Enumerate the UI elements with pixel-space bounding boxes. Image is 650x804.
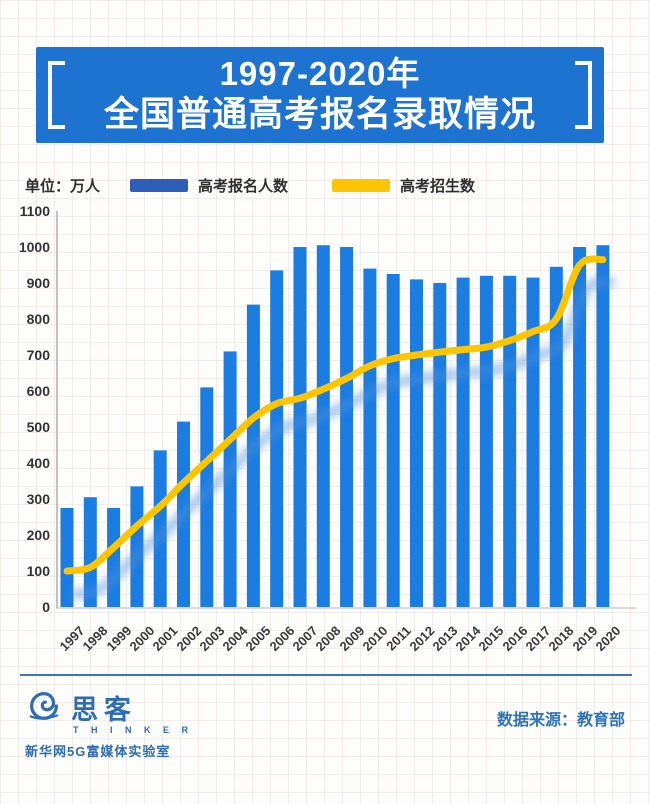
footer: 思客 T H I N K E R 新华网5G富媒体实验室 数据来源：教育部: [25, 686, 625, 760]
plot-area: [56, 211, 636, 609]
admissions-line: [63, 255, 607, 575]
bar-2009: [340, 247, 354, 607]
infographic-page: 1997-2020年 全国普通高考报名录取情况 单位：万人 高考报名人数 高考招…: [0, 47, 650, 760]
y-axis-tick-1100: 1100: [19, 203, 50, 219]
bar-2013: [433, 283, 447, 607]
y-axis-tick-300: 300: [26, 491, 50, 507]
x-axis-label-2011: 2011: [383, 623, 414, 654]
logo-organization: 新华网5G富媒体实验室: [25, 744, 171, 759]
y-axis-tick-100: 100: [26, 563, 50, 579]
legend-swatch-registrations: [130, 178, 189, 192]
bar-2008: [316, 245, 330, 607]
y-axis-tick-0: 0: [42, 599, 50, 615]
x-axis: 1997 1998 1999 2000 2001 2002 2003 2004 2005 2006…: [57, 615, 636, 661]
y-axis-tick-800: 800: [26, 311, 50, 327]
bar-2020: [596, 245, 610, 607]
bar-2000: [130, 486, 144, 607]
bar-1999: [107, 508, 121, 607]
x-axis-label-2008: 2008: [312, 623, 344, 655]
bar-2011: [386, 274, 400, 607]
x-axis-label-1998: 1998: [79, 623, 111, 655]
page-title: 1997-2020年 全国普通高考报名录取情况: [65, 55, 575, 135]
x-axis-label-2001: 2001: [149, 623, 181, 655]
logo-subtitle: T H I N K E R: [73, 725, 194, 735]
logo-name: 思客: [71, 695, 137, 725]
bar-2010: [363, 268, 377, 607]
y-axis-tick-1000: 1000: [18, 239, 50, 255]
y-axis-tick-700: 700: [26, 347, 50, 363]
bar-1998: [83, 497, 97, 607]
y-axis-tick-900: 900: [26, 275, 50, 291]
chart-legend: 单位：万人 高考报名人数 高考招生数: [25, 176, 650, 195]
bar-2012: [410, 279, 423, 607]
swirl-logo-icon: [29, 691, 59, 720]
legend-label-registrations: 高考报名人数: [198, 177, 289, 195]
line-shadow: [70, 277, 616, 599]
footer-divider: [20, 674, 632, 676]
left-bracket-decoration: [48, 61, 65, 129]
title-years: 1997-2020年: [219, 54, 421, 92]
bar-2015: [479, 275, 493, 607]
bar-2014: [456, 277, 470, 607]
data-source-label: 数据来源：教育部: [496, 712, 625, 729]
bar-2006: [270, 270, 284, 607]
bar-2001: [153, 450, 167, 607]
bar-2004: [223, 351, 237, 607]
thinker-logo: 思客 T H I N K E R 新华网5G富媒体实验室: [25, 686, 193, 760]
y-axis-tick-200: 200: [26, 527, 50, 543]
x-axis-label-2018: 2018: [545, 623, 577, 655]
legend-swatch-admissions: [332, 178, 391, 192]
y-axis-tick-400: 400: [26, 455, 50, 471]
title-subject: 全国普通高考报名录取情况: [103, 94, 536, 134]
y-axis-tick-600: 600: [26, 383, 50, 399]
chart-area: 0 100 200 300 400 500 600 700 800 900 1000 1100 199…: [0, 203, 650, 661]
unit-label: 单位：万人: [25, 177, 101, 195]
bars-and-line-chart: [60, 245, 616, 607]
bar-2005: [246, 304, 260, 607]
bar-2016: [503, 275, 517, 607]
x-axis-label-2005: 2005: [242, 623, 275, 655]
x-axis-label-2020: 2020: [592, 623, 624, 655]
legend-label-admissions: 高考招生数: [400, 177, 476, 195]
title-banner: 1997-2020年 全国普通高考报名录取情况: [36, 47, 604, 143]
x-axis-label-2015: 2015: [475, 623, 508, 655]
bar-1997: [60, 508, 74, 607]
bar-2019: [573, 247, 587, 607]
y-axis: 0 100 200 300 400 500 600 700 800 900 1000 1100: [0, 203, 50, 615]
y-axis-tick-500: 500: [26, 419, 50, 435]
right-bracket-decoration: [575, 61, 592, 129]
